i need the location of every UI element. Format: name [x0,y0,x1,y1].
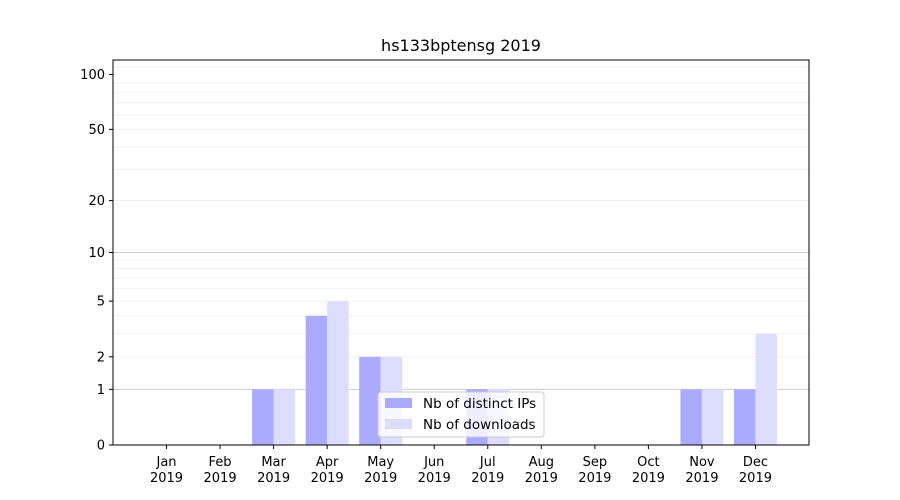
bar-downloads [755,333,777,445]
x-tick-label-month: Oct [637,455,659,470]
x-tick-label-month: Nov [689,455,715,470]
legend-swatch-distinct-ips [385,398,412,408]
y-tick-label: 0 [97,439,105,454]
legend-box [377,391,545,438]
y-tick-label: 20 [88,194,105,209]
x-tick-label-year: 2019 [257,471,290,486]
x-tick-label-month: Feb [209,455,232,470]
bar-downloads [273,389,296,445]
y-tick-label: 50 [88,123,105,138]
bar-distinct-ips [305,315,328,445]
bar-distinct-ips [359,356,381,445]
x-tick-label-month: Dec [743,455,768,470]
x-tick-label-year: 2019 [578,471,611,486]
x-tick-label-year: 2019 [632,471,665,486]
x-tick-label-year: 2019 [311,471,344,486]
x-tick-label-year: 2019 [471,471,504,486]
y-tick-label: 10 [88,246,105,261]
x-tick-label-month: Aug [529,455,554,470]
x-tick-label-year: 2019 [204,471,237,486]
bar-downloads [327,301,349,445]
y-tick-label: 2 [97,350,105,365]
x-axis: Jan2019Feb2019Mar2019Apr2019May2019Jun20… [150,445,772,486]
x-tick-label-month: Jun [423,455,444,470]
chart-title: hs133bptensg 2019 [381,36,541,55]
x-tick-label-year: 2019 [525,471,558,486]
bar-distinct-ips [252,389,274,445]
y-tick-label: 5 [97,295,105,310]
y-axis: 0 1 2 5 10 20 50 100 [80,68,113,454]
legend-swatch-downloads [385,419,412,429]
y-tick-label: 1 [97,383,105,398]
bar-downloads [701,389,724,445]
bar-distinct-ips [680,389,702,445]
x-tick-label-month: Mar [261,455,286,470]
legend-label-downloads: Nb of downloads [423,417,536,433]
y-tick-label: 100 [80,68,105,83]
x-tick-label-month: Jul [479,455,496,470]
x-tick-label-month: Sep [583,455,608,470]
x-tick-label-month: Jan [156,455,177,470]
grid-lines [113,66,809,390]
x-tick-label-year: 2019 [150,471,183,486]
x-tick-label-year: 2019 [418,471,451,486]
legend-label-distinct-ips: Nb of distinct IPs [423,396,536,412]
x-tick-label-year: 2019 [685,471,718,486]
x-tick-label-month: Apr [316,455,339,470]
legend: Nb of distinct IPs Nb of downloads [377,391,545,438]
bar-distinct-ips [733,389,756,445]
x-tick-label-year: 2019 [739,471,772,486]
x-tick-label-month: May [367,455,394,470]
x-tick-label-year: 2019 [364,471,397,486]
